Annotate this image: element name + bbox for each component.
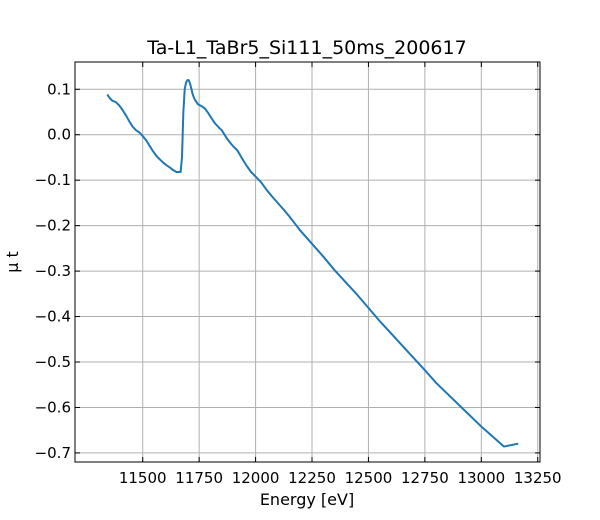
- x-tick-label: 11500: [119, 469, 167, 487]
- x-tick-label: 12750: [401, 469, 449, 487]
- series-line: [106, 79, 519, 448]
- series-layer: [106, 79, 519, 448]
- y-tick-label: −0.6: [35, 398, 71, 416]
- chart-title: Ta-L1_TaBr5_Si111_50ms_200617: [146, 37, 466, 59]
- y-tick-label: −0.5: [35, 353, 71, 371]
- plot-frame: [74, 61, 541, 463]
- x-tick-label: 12500: [345, 469, 393, 487]
- y-tick-label: −0.1: [35, 171, 71, 189]
- y-tick-label: 0.1: [47, 80, 71, 98]
- x-tick-label: 13000: [457, 469, 505, 487]
- y-tick-label: −0.3: [35, 262, 71, 280]
- y-tick-label: −0.7: [35, 444, 71, 462]
- ticks: [75, 62, 540, 462]
- y-axis-label: μ t: [3, 251, 22, 273]
- x-tick-label: 11750: [175, 469, 223, 487]
- x-tick-label: 12250: [288, 469, 336, 487]
- tick-labels: 11500 11750 12000 12250 12500 12750 13000 13250…: [35, 80, 562, 487]
- grid: [75, 62, 540, 462]
- y-tick-label: −0.4: [35, 308, 71, 326]
- plot-area: [75, 62, 540, 462]
- y-tick-label: 0.0: [47, 126, 71, 144]
- x-tick-label: 12000: [232, 469, 280, 487]
- x-axis-label: Energy [eV]: [260, 490, 354, 509]
- x-tick-label: 13250: [514, 469, 562, 487]
- y-tick-label: −0.2: [35, 217, 71, 235]
